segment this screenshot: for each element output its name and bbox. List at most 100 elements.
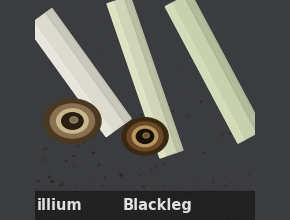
Ellipse shape bbox=[66, 160, 68, 161]
Ellipse shape bbox=[172, 22, 173, 23]
Ellipse shape bbox=[121, 162, 123, 163]
Ellipse shape bbox=[217, 18, 219, 19]
Ellipse shape bbox=[71, 209, 73, 210]
Ellipse shape bbox=[68, 130, 69, 131]
Ellipse shape bbox=[151, 200, 152, 201]
Ellipse shape bbox=[50, 139, 51, 140]
Ellipse shape bbox=[54, 121, 55, 122]
Ellipse shape bbox=[187, 41, 188, 42]
Ellipse shape bbox=[140, 178, 141, 179]
Ellipse shape bbox=[123, 151, 124, 152]
Ellipse shape bbox=[230, 174, 233, 176]
Ellipse shape bbox=[171, 161, 173, 162]
Ellipse shape bbox=[65, 206, 66, 207]
Ellipse shape bbox=[93, 26, 95, 27]
Ellipse shape bbox=[200, 214, 201, 215]
Polygon shape bbox=[27, 9, 131, 137]
Ellipse shape bbox=[37, 62, 38, 63]
Ellipse shape bbox=[234, 216, 235, 217]
Ellipse shape bbox=[245, 68, 246, 69]
Ellipse shape bbox=[94, 176, 96, 177]
Ellipse shape bbox=[49, 138, 50, 139]
Ellipse shape bbox=[215, 174, 216, 175]
Ellipse shape bbox=[232, 70, 233, 71]
Ellipse shape bbox=[49, 217, 51, 218]
Ellipse shape bbox=[64, 183, 66, 184]
Ellipse shape bbox=[215, 180, 216, 181]
Ellipse shape bbox=[200, 101, 201, 102]
Ellipse shape bbox=[162, 93, 163, 94]
Ellipse shape bbox=[81, 18, 83, 19]
Ellipse shape bbox=[242, 149, 243, 150]
Ellipse shape bbox=[101, 87, 103, 88]
Ellipse shape bbox=[205, 215, 206, 216]
Ellipse shape bbox=[127, 37, 128, 38]
Ellipse shape bbox=[253, 24, 255, 25]
Ellipse shape bbox=[137, 83, 138, 84]
Ellipse shape bbox=[73, 165, 75, 167]
Polygon shape bbox=[107, 0, 183, 158]
Ellipse shape bbox=[37, 177, 38, 178]
Ellipse shape bbox=[35, 131, 36, 132]
Ellipse shape bbox=[217, 154, 218, 155]
Ellipse shape bbox=[84, 165, 86, 166]
Ellipse shape bbox=[243, 146, 244, 147]
Ellipse shape bbox=[99, 46, 100, 47]
Ellipse shape bbox=[81, 206, 83, 207]
Ellipse shape bbox=[53, 123, 55, 124]
Ellipse shape bbox=[240, 212, 242, 213]
Ellipse shape bbox=[215, 67, 217, 68]
Ellipse shape bbox=[173, 150, 175, 152]
Ellipse shape bbox=[49, 217, 52, 218]
Ellipse shape bbox=[110, 163, 111, 164]
Ellipse shape bbox=[64, 195, 66, 196]
Ellipse shape bbox=[148, 65, 149, 66]
Ellipse shape bbox=[91, 92, 92, 93]
Ellipse shape bbox=[89, 19, 90, 20]
Ellipse shape bbox=[230, 42, 231, 43]
Ellipse shape bbox=[140, 89, 141, 90]
Ellipse shape bbox=[77, 86, 78, 87]
Ellipse shape bbox=[35, 212, 37, 213]
Ellipse shape bbox=[253, 13, 255, 14]
Ellipse shape bbox=[104, 158, 106, 159]
Ellipse shape bbox=[158, 215, 161, 217]
Ellipse shape bbox=[221, 94, 222, 95]
Ellipse shape bbox=[52, 20, 53, 21]
Ellipse shape bbox=[49, 193, 50, 194]
Ellipse shape bbox=[58, 66, 59, 67]
Ellipse shape bbox=[54, 77, 55, 78]
Ellipse shape bbox=[196, 75, 197, 76]
Ellipse shape bbox=[120, 153, 122, 154]
Ellipse shape bbox=[247, 117, 248, 118]
Ellipse shape bbox=[176, 102, 178, 103]
Ellipse shape bbox=[215, 198, 217, 199]
Ellipse shape bbox=[72, 156, 75, 157]
Ellipse shape bbox=[224, 176, 226, 177]
Ellipse shape bbox=[115, 127, 117, 128]
Ellipse shape bbox=[154, 136, 155, 137]
Ellipse shape bbox=[132, 206, 134, 207]
Ellipse shape bbox=[117, 161, 119, 162]
Ellipse shape bbox=[246, 93, 248, 94]
Ellipse shape bbox=[76, 161, 77, 162]
Ellipse shape bbox=[215, 119, 217, 121]
Ellipse shape bbox=[79, 206, 81, 207]
Ellipse shape bbox=[191, 132, 192, 133]
Ellipse shape bbox=[195, 35, 196, 36]
Ellipse shape bbox=[110, 195, 111, 196]
Ellipse shape bbox=[137, 81, 138, 82]
Ellipse shape bbox=[223, 86, 225, 87]
Ellipse shape bbox=[110, 1, 112, 2]
Ellipse shape bbox=[228, 26, 229, 27]
Ellipse shape bbox=[88, 187, 89, 188]
Ellipse shape bbox=[133, 120, 134, 121]
Ellipse shape bbox=[42, 32, 44, 33]
Ellipse shape bbox=[138, 19, 139, 20]
Ellipse shape bbox=[201, 116, 202, 117]
Ellipse shape bbox=[99, 20, 101, 21]
Ellipse shape bbox=[221, 138, 223, 139]
Ellipse shape bbox=[75, 198, 76, 199]
Ellipse shape bbox=[140, 115, 142, 116]
Ellipse shape bbox=[176, 195, 178, 197]
